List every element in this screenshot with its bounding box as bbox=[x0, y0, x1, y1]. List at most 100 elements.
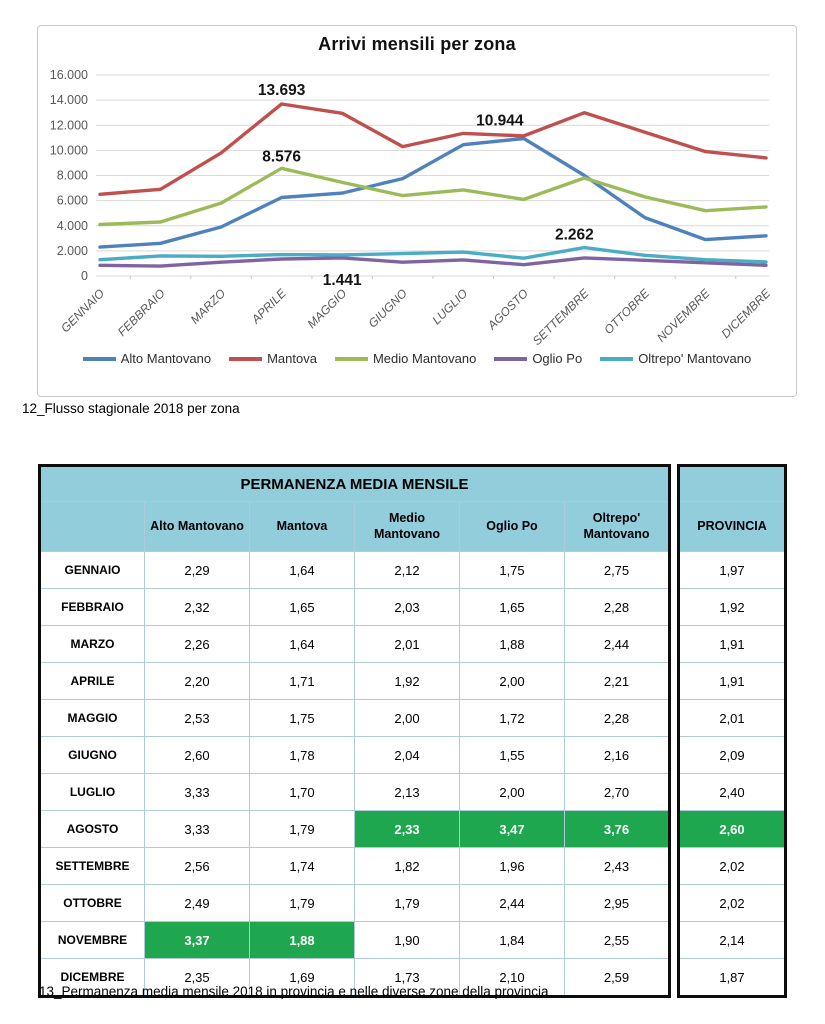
value-cell: 2,95 bbox=[564, 884, 670, 922]
provincia-row: 2,60 bbox=[678, 810, 786, 848]
x-tick-label: DICEMBRE bbox=[718, 286, 773, 341]
value-cell: 1,82 bbox=[354, 847, 460, 885]
value-cell: 3,47 bbox=[459, 810, 565, 848]
value-cell: 2,53 bbox=[144, 699, 250, 737]
x-tick-label: MARZO bbox=[188, 286, 229, 327]
value-cell: 1,78 bbox=[249, 736, 355, 774]
legend-label: Mantova bbox=[267, 351, 317, 366]
provincia-spacer-cell bbox=[678, 465, 786, 502]
value-cell: 2,56 bbox=[144, 847, 250, 885]
x-tick-label: GENNAIO bbox=[58, 286, 107, 335]
value-cell: 1,75 bbox=[249, 699, 355, 737]
provincia-row: 1,91 bbox=[678, 662, 786, 700]
legend-swatch bbox=[229, 356, 263, 361]
column-header-mantova: Mantova bbox=[249, 501, 355, 552]
value-cell: 1,88 bbox=[459, 625, 565, 663]
table-row: DICEMBRE 2,35 1,69 1,73 2,10 2,59 bbox=[39, 958, 670, 997]
legend-item-medio-mantovano: Medio Mantovano bbox=[334, 351, 477, 366]
value-cell: 1,69 bbox=[249, 958, 355, 997]
provincia-value-cell: 2,02 bbox=[678, 847, 786, 885]
value-cell: 1,55 bbox=[459, 736, 565, 774]
legend-swatch bbox=[82, 356, 116, 361]
value-cell: 1,65 bbox=[249, 588, 355, 626]
value-cell: 2,70 bbox=[564, 773, 670, 811]
month-cell: MARZO bbox=[39, 625, 145, 663]
value-cell: 1,79 bbox=[249, 810, 355, 848]
value-cell: 2,12 bbox=[354, 551, 460, 589]
gridlines bbox=[96, 74, 769, 277]
provincia-value-cell: 2,09 bbox=[678, 736, 786, 774]
value-cell: 2,00 bbox=[459, 662, 565, 700]
x-tick-label: SETTEMBRE bbox=[530, 286, 592, 348]
permanenza-table: PERMANENZA MEDIA MENSILE Alto Mantovano M… bbox=[38, 464, 671, 998]
legend-label: Alto Mantovano bbox=[120, 351, 212, 366]
month-cell: FEBBRAIO bbox=[39, 588, 145, 626]
month-cell: DICEMBRE bbox=[39, 958, 145, 997]
legend-item-oltrepo-mantovano: Oltrepo' Mantovano bbox=[600, 351, 751, 366]
table-title: PERMANENZA MEDIA MENSILE bbox=[39, 465, 670, 502]
y-axis-labels: 0 2.000 4.000 6.000 8.000 10.000 12.000 14.000 1… bbox=[50, 68, 88, 283]
x-tick-label: LUGLIO bbox=[429, 286, 470, 327]
provincia-row: 2,02 bbox=[678, 847, 786, 885]
table-row: OTTOBRE 2,49 1,79 1,79 2,44 2,95 bbox=[39, 884, 670, 922]
value-cell: 1,79 bbox=[354, 884, 460, 922]
value-cell: 2,60 bbox=[144, 736, 250, 774]
chart-caption: 12_Flusso stagionale 2018 per zona bbox=[22, 401, 240, 416]
legend-label: Medio Mantovano bbox=[372, 351, 477, 366]
column-header-medio-mantovano: Medio Mantovano bbox=[354, 501, 460, 552]
value-cell: 2,21 bbox=[564, 662, 670, 700]
provincia-row: 1,92 bbox=[678, 588, 786, 626]
series-medio-mantovano bbox=[98, 166, 768, 227]
series-oglio-po bbox=[98, 256, 768, 268]
table-caption: 13_Permanenza media mensile 2018 in prov… bbox=[39, 984, 549, 999]
series-mantova bbox=[98, 102, 768, 197]
y-tick-label: 4.000 bbox=[57, 219, 88, 233]
y-tick-label: 2.000 bbox=[57, 244, 88, 258]
provincia-value-cell: 1,87 bbox=[678, 958, 786, 997]
provincia-value-cell: 2,60 bbox=[678, 810, 786, 848]
provincia-value-cell: 1,97 bbox=[678, 551, 786, 589]
x-tick-label: GIUGNO bbox=[366, 286, 410, 330]
value-cell: 2,01 bbox=[354, 625, 460, 663]
value-cell: 1,90 bbox=[354, 921, 460, 959]
month-cell: GENNAIO bbox=[39, 551, 145, 589]
series-oltrepo-mantovano bbox=[98, 245, 768, 264]
value-cell: 1,72 bbox=[459, 699, 565, 737]
column-header-oglio-po: Oglio Po bbox=[459, 501, 565, 552]
month-cell: NOVEMBRE bbox=[39, 921, 145, 959]
y-tick-label: 16.000 bbox=[50, 68, 88, 82]
provincia-header: PROVINCIA bbox=[678, 501, 786, 552]
legend-item-alto-mantovano: Alto Mantovano bbox=[82, 351, 212, 366]
month-cell: APRILE bbox=[39, 662, 145, 700]
month-cell: GIUGNO bbox=[39, 736, 145, 774]
month-cell: OTTOBRE bbox=[39, 884, 145, 922]
value-cell: 2,44 bbox=[459, 884, 565, 922]
provincia-row: 1,97 bbox=[678, 551, 786, 589]
y-tick-label: 6.000 bbox=[57, 194, 88, 208]
table-row: LUGLIO 3,33 1,70 2,13 2,00 2,70 bbox=[39, 773, 670, 811]
value-cell: 1,64 bbox=[249, 625, 355, 663]
value-cell: 2,16 bbox=[564, 736, 670, 774]
value-cell: 3,37 bbox=[144, 921, 250, 959]
table-row: MAGGIO 2,53 1,75 2,00 1,72 2,28 bbox=[39, 699, 670, 737]
x-tick-label: MAGGIO bbox=[305, 286, 350, 331]
table-row: MARZO 2,26 1,64 2,01 1,88 2,44 bbox=[39, 625, 670, 663]
legend-label: Oglio Po bbox=[532, 351, 583, 366]
y-tick-label: 10.000 bbox=[50, 143, 88, 157]
column-header-oltrepo-mantovano: Oltrepo' Mantovano bbox=[564, 501, 670, 552]
column-header-alto-mantovano: Alto Mantovano bbox=[144, 501, 250, 552]
value-cell: 1,71 bbox=[249, 662, 355, 700]
provincia-value-cell: 2,02 bbox=[678, 884, 786, 922]
legend-item-oglio-po: Oglio Po bbox=[494, 351, 582, 366]
permanenza-table-panel: PERMANENZA MEDIA MENSILE Alto Mantovano M… bbox=[38, 464, 671, 998]
table-row: NOVEMBRE 3,37 1,88 1,90 1,84 2,55 bbox=[39, 921, 670, 959]
provincia-value-cell: 1,91 bbox=[678, 625, 786, 663]
provincia-value-cell: 2,40 bbox=[678, 773, 786, 811]
value-cell: 2,10 bbox=[459, 958, 565, 997]
value-cell: 2,55 bbox=[564, 921, 670, 959]
month-cell: MAGGIO bbox=[39, 699, 145, 737]
value-cell: 2,43 bbox=[564, 847, 670, 885]
value-cell: 1,75 bbox=[459, 551, 565, 589]
value-cell: 2,75 bbox=[564, 551, 670, 589]
value-cell: 3,33 bbox=[144, 810, 250, 848]
